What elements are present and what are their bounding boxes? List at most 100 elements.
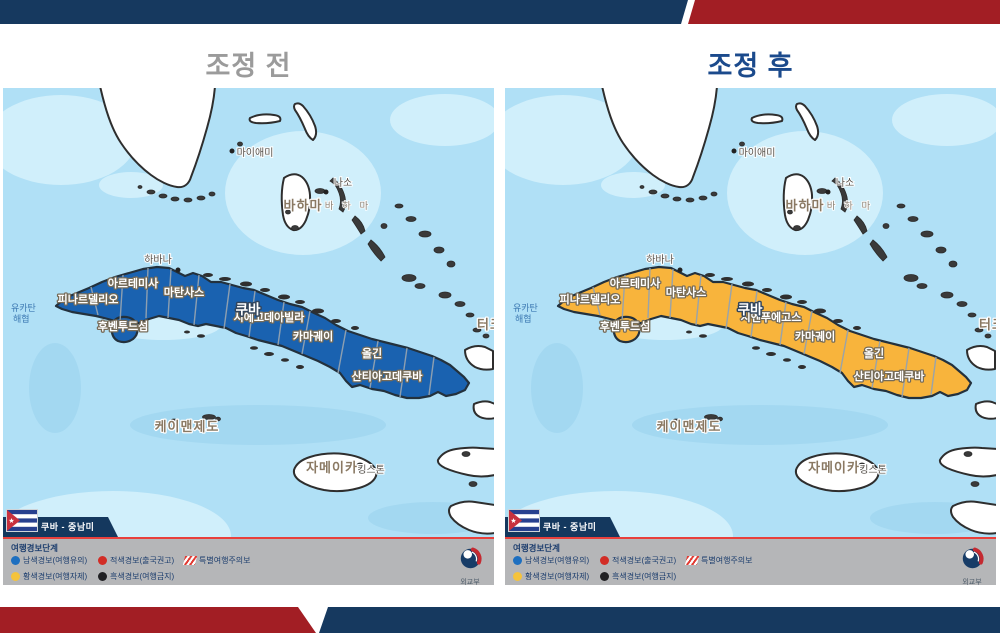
legend-item-label: 적색경보(출국권고) [110, 556, 175, 565]
landmasses [99, 88, 494, 535]
legend-item-label: 남색경보(여행유의) [23, 556, 88, 565]
label-kingston: 킹스톤 [357, 464, 385, 476]
legend-item-label: 적색경보(출국권고) [612, 556, 677, 565]
grand-bahama-shape [750, 113, 784, 125]
label-holguin: 올긴 [362, 346, 382, 360]
coastal-cays [686, 273, 861, 369]
bottom-red-stripe [0, 607, 316, 633]
legend-item-red: 적색경보(출국권고) [600, 555, 676, 566]
black-level-dot-icon [600, 572, 609, 581]
legend-item-black: 흑색경보(여행금지) [600, 571, 676, 582]
blue-level-dot-icon [11, 556, 20, 565]
inagua-shape [464, 345, 494, 371]
label-matanzas: 마탄사스 [164, 285, 204, 299]
label-cuba: 쿠바 [738, 302, 763, 317]
label-jamaica: 자메이카 [306, 460, 358, 475]
label-camaguey: 카마궤이 [293, 329, 333, 343]
mofa-emblem-icon [460, 547, 482, 569]
bottom-banner-stripe [0, 607, 1000, 633]
label-havana: 하바나 [144, 253, 172, 266]
cuba-region [556, 265, 973, 400]
label-juventud: 후벤투드섬 [98, 319, 149, 333]
label-bahamas: 바하마 [284, 198, 323, 213]
label-juventud: 후벤투드섬 [600, 319, 651, 333]
label-yucatan-2: 해협 [13, 313, 30, 324]
haiti-south-shape [950, 500, 996, 535]
label-turks: 터크 [979, 317, 996, 332]
yellow-level-dot-icon [513, 572, 522, 581]
region-banner-label: 쿠바 - 중남미 [543, 522, 597, 532]
label-jamaica: 자메이카 [808, 460, 860, 475]
haiti-tiburon-shape [436, 446, 494, 478]
travel-advisory-legend: 여행경보단계 남색경보(여행유의) 적색경보(출국권고) 특별여행주의보 황색경… [3, 537, 494, 585]
title-before-adjustment: 조정 전 [205, 51, 292, 81]
legend-title: 여행경보단계 [11, 543, 58, 553]
blue-level-dot-icon [513, 556, 522, 565]
red-level-dot-icon [600, 556, 609, 565]
cuba-main-island-shape [54, 265, 471, 400]
isla-juventud-shape [612, 315, 641, 344]
mofa-logo: 외교부 [955, 546, 989, 585]
abaco-shape [795, 102, 820, 141]
abaco-shape [293, 102, 318, 141]
label-santiago: 산티아고데쿠바 [352, 369, 424, 383]
jamaica-shape [292, 452, 378, 493]
map-panel-before: 마이애미 나소 바하마 바 하 마 하바나 아르테미사 피나르델리오 마탄사스 … [3, 88, 494, 585]
havana-dot [677, 267, 683, 273]
special-advisory-stripes-icon [684, 556, 700, 565]
label-miami: 마이애미 [739, 147, 776, 159]
cuba-flag-icon [7, 510, 37, 531]
legend-item-label: 흑색경보(여행금지) [612, 572, 677, 581]
label-kingston: 킹스톤 [859, 464, 887, 476]
mofa-logo-label: 외교부 [962, 579, 982, 585]
landmasses [601, 88, 996, 535]
label-santiago: 산티아고데쿠바 [854, 369, 926, 383]
legend-item-label: 특별여행주의보 [701, 556, 753, 565]
coastal-cays [184, 273, 359, 369]
haiti-tiburon-shape [938, 446, 996, 478]
label-artemisa: 아르테미사 [610, 276, 661, 290]
label-camaguey: 카마궤이 [795, 329, 835, 343]
red-level-dot-icon [98, 556, 107, 565]
label-miami: 마이애미 [237, 147, 274, 159]
label-bahamas-islands: 바 하 마 [325, 200, 372, 212]
label-cayman: 케이맨제도 [657, 419, 722, 434]
bottom-navy-stripe [319, 607, 1000, 633]
label-yucatan-1: 유카탄 [11, 303, 36, 313]
top-banner-stripe [0, 0, 1000, 24]
region-banner: 쿠바 - 중남미 [505, 510, 996, 537]
label-nassau: 나소 [836, 177, 854, 189]
label-yucatan-1: 유카탄 [513, 303, 538, 313]
legend-item-label: 남색경보(여행유의) [525, 556, 590, 565]
map-canvas: 마이애미 나소 바하마 바 하 마 하바나 아르테미사 피나르델리오 마탄사스 … [3, 88, 494, 585]
label-central-province: 시에고데아빌라 [234, 310, 306, 324]
yellow-level-dot-icon [11, 572, 20, 581]
inagua-shape [966, 345, 996, 371]
label-cuba: 쿠바 [236, 302, 261, 317]
label-nassau: 나소 [334, 177, 352, 189]
haiti-south-shape [448, 500, 494, 535]
special-advisory-stripes-icon [182, 556, 198, 565]
legend-item-black: 흑색경보(여행금지) [98, 571, 174, 582]
andros-shape [782, 173, 814, 232]
province-borders [592, 267, 937, 398]
nassau-dot [323, 189, 329, 195]
nassau-dot [825, 189, 831, 195]
haiti-north-shape [472, 400, 494, 420]
isla-juventud-shape [110, 315, 139, 344]
legend-item-label: 흑색경보(여행금지) [110, 572, 175, 581]
legend-title: 여행경보단계 [513, 543, 560, 553]
legend-item-special: 특별여행주의보 [684, 555, 753, 566]
miami-dot [229, 148, 235, 154]
cuba-flag-icon [509, 510, 539, 531]
legend-item-blue: 남색경보(여행유의) [11, 555, 87, 566]
jamaica-shape [794, 452, 880, 493]
black-level-dot-icon [98, 572, 107, 581]
legend-item-blue: 남색경보(여행유의) [513, 555, 589, 566]
label-matanzas: 마탄사스 [666, 285, 706, 299]
mofa-emblem-icon [962, 547, 984, 569]
legend-item-label: 황색경보(여행자제) [525, 572, 590, 581]
map-panel-after: 마이애미 나소 바하마 바 하 마 하바나 아르테미사 피나르델리오 마탄사스 … [505, 88, 996, 585]
mofa-logo: 외교부 [453, 546, 487, 585]
